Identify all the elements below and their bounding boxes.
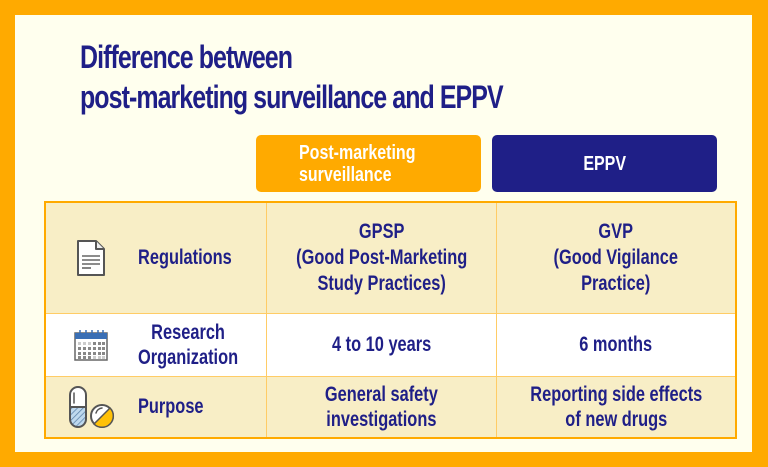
cell-pms-research-organization: 4 to 10 years: [266, 312, 497, 377]
calendar-icon: [74, 329, 108, 361]
cell-text: GPSP (Good Post-Marketing Study Practice…: [296, 219, 468, 295]
pills-icon: [69, 385, 115, 428]
row-label-cell: Research Organization: [44, 312, 268, 377]
title-line-1: Difference between: [80, 39, 293, 75]
column-header-post-marketing: Post-marketing surveillance: [256, 135, 481, 192]
row-label-cell: Regulations: [44, 201, 268, 314]
document-icon: [77, 239, 105, 276]
comparison-table: Regulations GPSP (Good Post-Marketing St…: [44, 201, 737, 439]
cell-text: Reporting side effects of new drugs: [529, 382, 702, 431]
table-row-research-organization: Research Organization 4 to 10 years 6 mo…: [44, 312, 737, 377]
table-row-regulations: Regulations GPSP (Good Post-Marketing St…: [44, 201, 737, 314]
row-label-regulations: Regulations: [138, 246, 232, 270]
table-row-purpose: Purpose General safety investigations Re…: [44, 375, 737, 439]
column-header-post-marketing-label: Post-marketing surveillance: [299, 141, 416, 186]
column-header-eppv-label: EPPV: [583, 152, 626, 175]
cell-eppv-research-organization: 6 months: [495, 312, 737, 377]
cell-pms-purpose: General safety investigations: [266, 375, 497, 439]
title-line-2: post-marketing surveillance and EPPV: [80, 79, 504, 115]
cell-text: 6 months: [579, 333, 653, 356]
cell-text: GVP (Good Vigilance Practice): [553, 219, 679, 295]
cell-eppv-purpose: Reporting side effects of new drugs: [495, 375, 737, 439]
cell-text: General safety investigations: [325, 382, 439, 431]
page-title: Difference between post-marketing survei…: [80, 37, 504, 117]
cell-text: 4 to 10 years: [331, 333, 432, 356]
cell-pms-regulations: GPSP (Good Post-Marketing Study Practice…: [266, 201, 497, 314]
row-label-cell: Purpose: [44, 375, 268, 439]
row-label-research-organization: Research Organization: [138, 320, 239, 369]
cell-eppv-regulations: GVP (Good Vigilance Practice): [495, 201, 737, 314]
row-label-purpose: Purpose: [138, 395, 204, 419]
infographic-card: Difference between post-marketing survei…: [15, 15, 752, 452]
column-header-eppv: EPPV: [492, 135, 717, 192]
